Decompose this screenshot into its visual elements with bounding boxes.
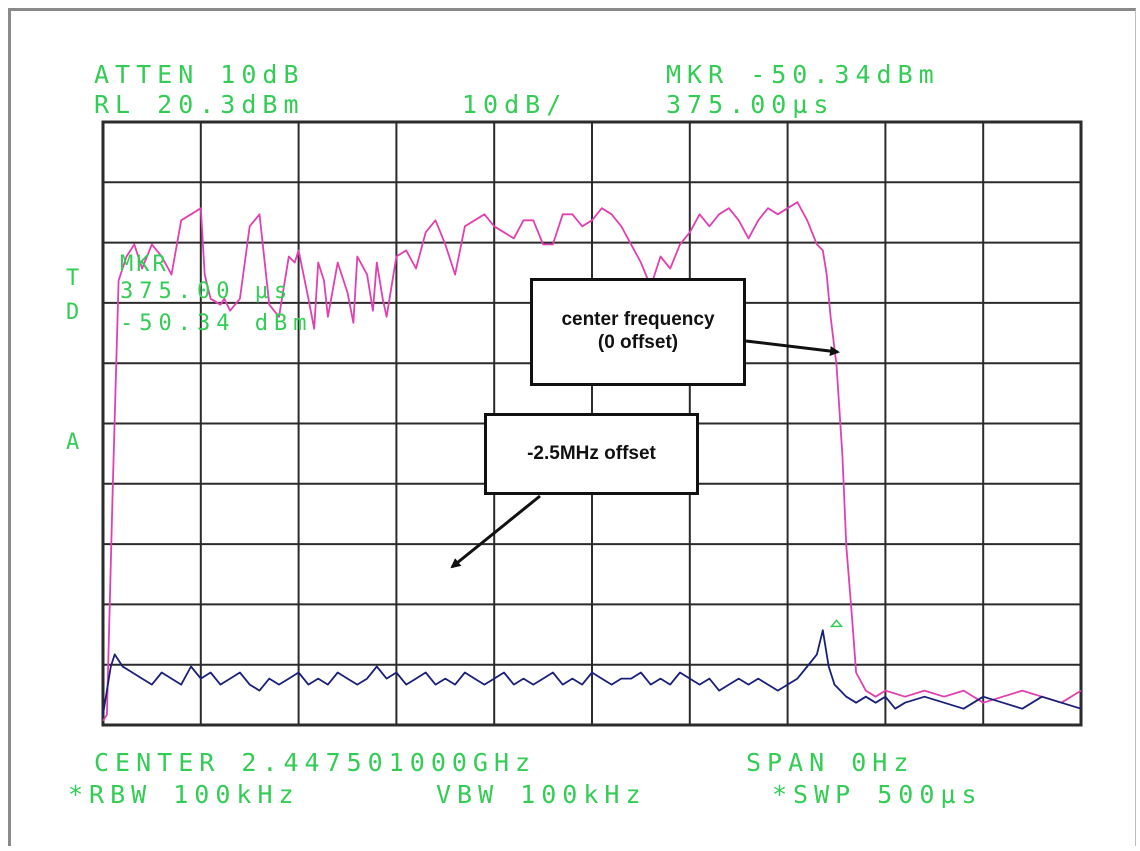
marker-amplitude-label: MKR -50.34dBm — [666, 60, 940, 89]
center-frequency-callout: center frequency (0 offset) — [530, 278, 746, 386]
offset-callout: -2.5MHz offset — [484, 413, 699, 495]
trace-label-t: T — [66, 266, 80, 291]
sweep-label: *SWP 500µs — [772, 780, 983, 809]
offset-callout-text: -2.5MHz offset — [527, 442, 656, 464]
center-frequency-label: CENTER 2.447501000GHz — [94, 748, 537, 777]
scale-label: 10dB/ — [462, 90, 568, 119]
trace-label-a: A — [66, 430, 80, 455]
offset-arrow — [450, 494, 541, 569]
trace-label-d: D — [66, 300, 80, 325]
reference-level-label: RL 20.3dBm — [94, 90, 305, 119]
span-label: SPAN 0Hz — [746, 748, 915, 777]
callout-arrows — [450, 339, 840, 569]
center-frequency-callout-line1: center frequency — [561, 309, 715, 331]
marker-time-label: 375.00µs — [666, 90, 835, 119]
marker-readout-amplitude: -50.34 dBm — [120, 311, 313, 336]
marker-readout-time: 375.00 µs — [120, 279, 294, 304]
offset-trace — [102, 629, 1082, 715]
marker-indicator — [829, 619, 844, 628]
vbw-label: VBW 100kHz — [436, 780, 647, 809]
marker-readout-label: MKR — [120, 252, 169, 277]
center-frequency-callout-line2: (0 offset) — [597, 332, 679, 353]
rbw-label: *RBW 100kHz — [68, 780, 300, 809]
center-frequency-arrow — [745, 339, 840, 357]
atten-label: ATTEN 10dB — [94, 60, 305, 89]
